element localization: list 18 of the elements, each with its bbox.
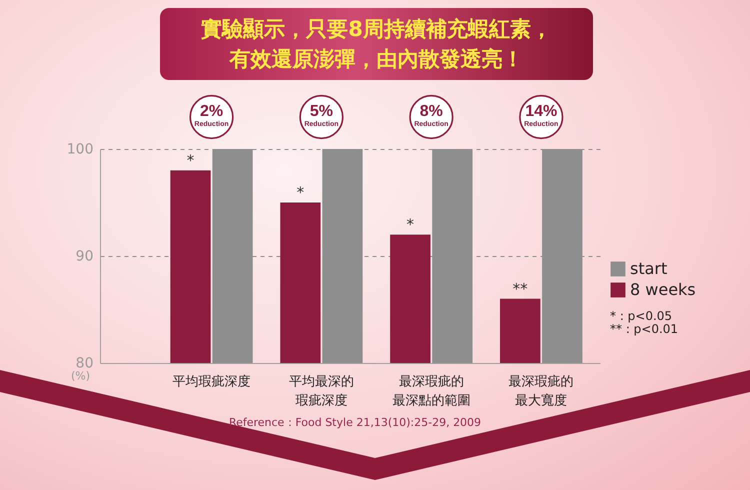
annotation: * [406,216,415,234]
text: * : p<0.05 [610,309,672,323]
y-tick-label: 100 [66,142,94,158]
x-tick-label: 平均最深的瑕疵深度 [288,374,354,408]
x-tick-label: 最深瑕疵的最大寬度 [508,374,574,408]
annotation: * [296,184,305,202]
x-tick-label: 平均瑕疵深度 [172,374,251,390]
y-tick-label: 80 [76,356,94,372]
legend-label: start [630,259,668,278]
y-tick-label: 90 [76,248,94,264]
legend-label: 8 weeks [630,280,696,299]
y-axis-title: (%) [70,370,90,382]
chart-title: 實驗顯示，只要8周持續補充蝦紅素，有效還原澎彈，由內散發透亮！ [200,16,553,73]
text: ** : p<0.01 [610,322,678,336]
annotation: ** [512,280,528,298]
x-tick-label: 最深瑕疵的最深點的範圍 [392,374,470,408]
annotation: * [186,151,195,170]
text: Reference：Food Style 21,13(10):25-29, 2009 [228,416,482,429]
